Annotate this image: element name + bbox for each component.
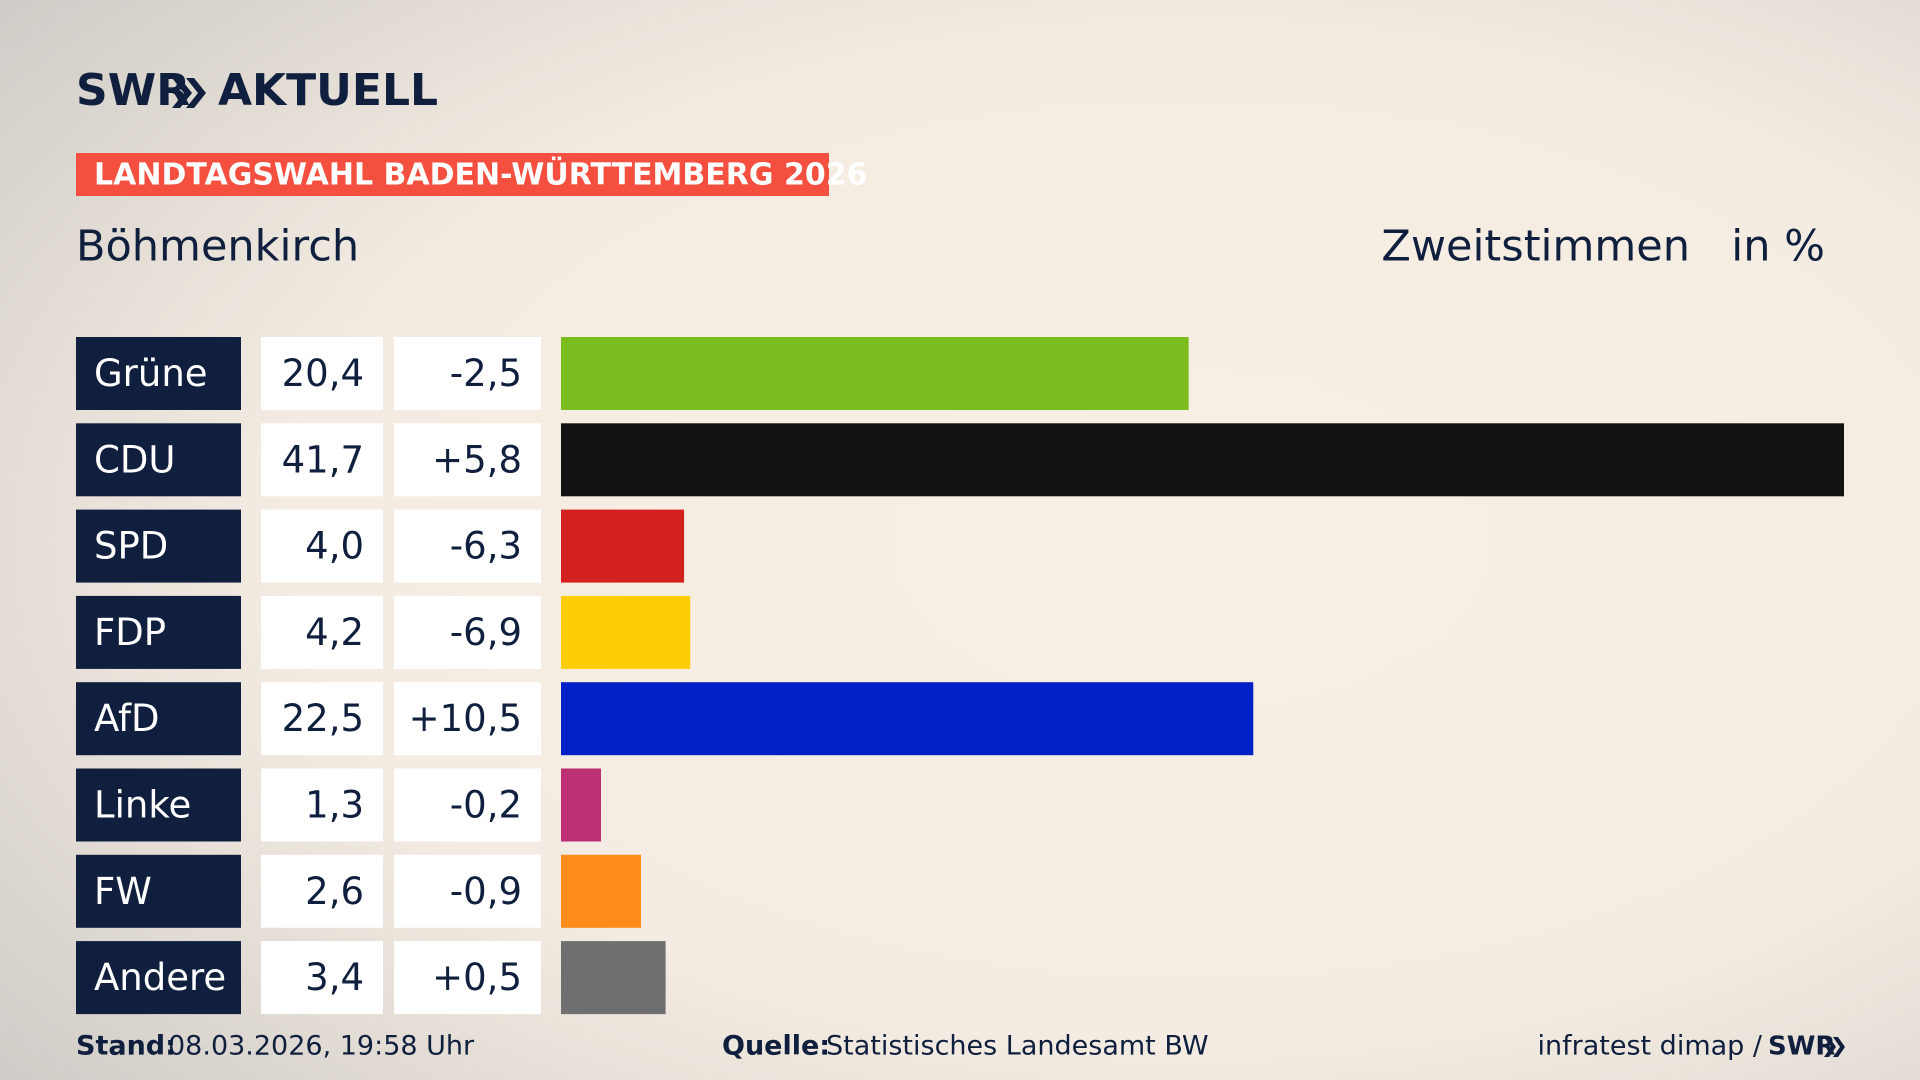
- change-label: -6,9: [450, 611, 522, 654]
- change-label: +0,5: [432, 956, 522, 999]
- value-cell: [261, 595, 383, 669]
- value-cell: [261, 941, 383, 1015]
- value-label: 20,4: [282, 352, 364, 395]
- party-name: FW: [94, 870, 152, 913]
- party-name: Linke: [94, 784, 191, 827]
- change-label: -6,3: [450, 525, 522, 568]
- value-cell: [261, 682, 383, 756]
- change-label: -0,2: [450, 784, 522, 827]
- value-cell: [261, 768, 383, 842]
- change-label: -0,9: [450, 870, 522, 913]
- banner: LANDTAGSWAHL BADEN-WÜRTTEMBERG 2026: [94, 156, 867, 193]
- value-label: 41,7: [282, 438, 364, 481]
- value-cell: [261, 423, 383, 497]
- party-cell: [76, 337, 241, 410]
- change-cell: [394, 337, 541, 410]
- party-cell: [76, 509, 241, 583]
- value-label: 1,3: [305, 784, 364, 827]
- banner-bg: [76, 153, 829, 196]
- change-cell: [394, 509, 541, 583]
- change-label: +5,8: [432, 438, 522, 481]
- measure: Zweitstimmen: [1381, 222, 1690, 272]
- change-cell: [394, 423, 541, 497]
- value-label: 22,5: [282, 697, 364, 740]
- source-label: Quelle:: [722, 1031, 830, 1062]
- credit: infratest dimap /: [1537, 1031, 1762, 1062]
- party-name: FDP: [94, 611, 166, 654]
- brand-name: SWR: [76, 65, 190, 116]
- bar: [561, 509, 685, 583]
- credit-logo: SWR: [1768, 1032, 1835, 1062]
- value-cell: [261, 854, 383, 928]
- stand: 08.03.2026, 19:58 Uhr: [168, 1031, 475, 1062]
- bar: [561, 595, 691, 669]
- bar: [561, 337, 1189, 410]
- chart-title: Böhmenkirch: [76, 222, 359, 272]
- source: Statistisches Landesamt BW: [826, 1031, 1209, 1062]
- party-name: SPD: [94, 525, 168, 568]
- party-cell: [76, 423, 241, 497]
- change-cell: [394, 682, 541, 756]
- value-label: 4,0: [305, 525, 364, 568]
- value-cell: [261, 509, 383, 583]
- change-label: +10,5: [409, 697, 522, 740]
- brand-chevrons: [172, 78, 206, 108]
- change-label: -2,5: [450, 352, 522, 395]
- change-cell: [394, 941, 541, 1015]
- change-cell: [394, 854, 541, 928]
- party-name: CDU: [94, 438, 175, 481]
- brand-product: AKTUELL: [218, 65, 438, 116]
- party-cell: [76, 595, 241, 669]
- bar: [561, 854, 641, 928]
- bar: [561, 941, 666, 1015]
- party-name: Andere: [94, 956, 226, 999]
- credit-chevrons: [1824, 1037, 1845, 1057]
- value-label: 4,2: [305, 611, 364, 654]
- party-cell: [76, 854, 241, 928]
- value-label: 2,6: [305, 870, 364, 913]
- party-name: Grüne: [94, 352, 208, 395]
- party-cell: [76, 768, 241, 842]
- change-cell: [394, 768, 541, 842]
- party-name: AfD: [94, 697, 160, 740]
- bar: [561, 423, 1844, 497]
- value-label: 3,4: [305, 956, 364, 999]
- bar: [561, 768, 601, 842]
- change-cell: [394, 595, 541, 669]
- value-cell: [261, 337, 383, 410]
- bar: [561, 682, 1254, 756]
- stand-label: Stand:: [76, 1031, 176, 1062]
- unit: in %: [1731, 222, 1825, 272]
- party-cell: [76, 941, 241, 1015]
- party-cell: [76, 682, 241, 756]
